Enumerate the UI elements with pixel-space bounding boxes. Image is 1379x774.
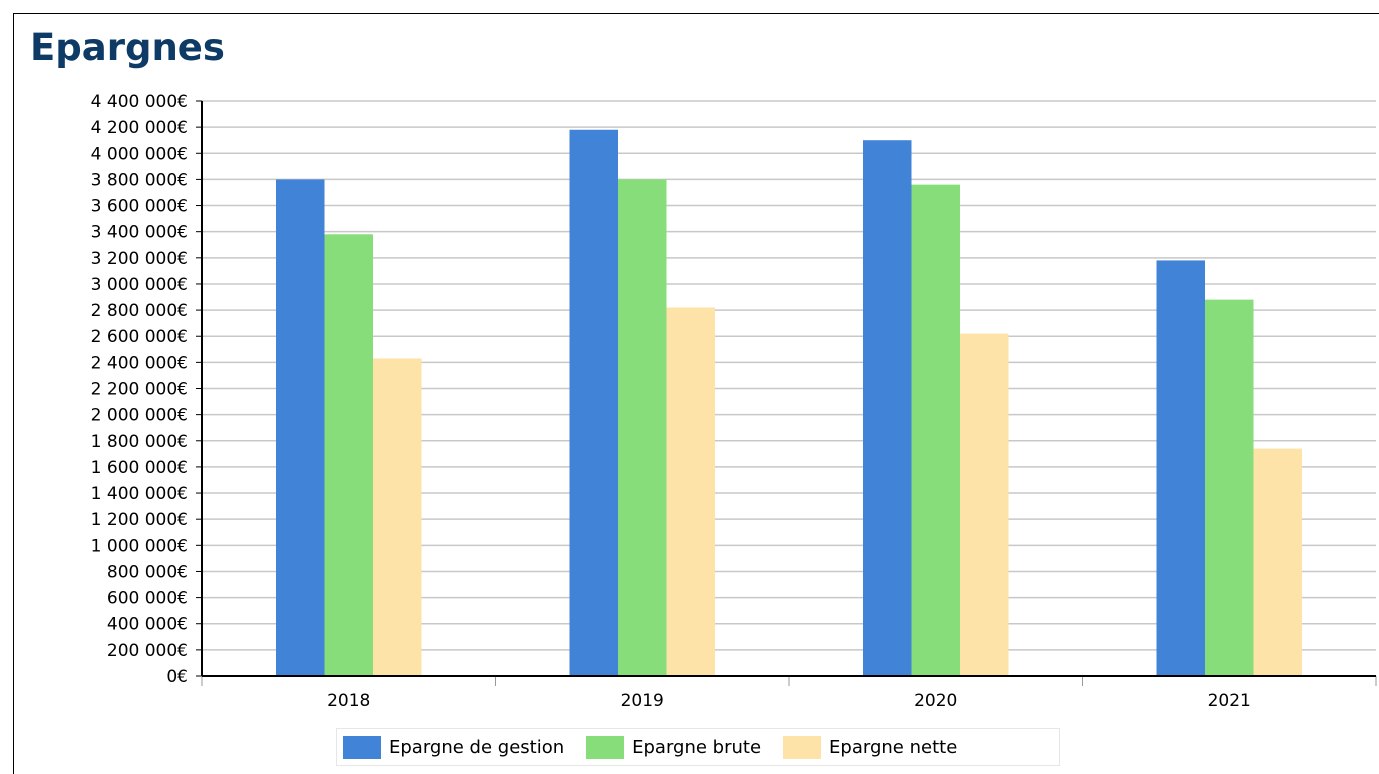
y-tick-label: 1 600 000€: [91, 458, 188, 478]
legend-swatch: [586, 735, 625, 759]
y-tick-label: 2 200 000€: [91, 380, 188, 400]
y-tick-label: 4 400 000€: [91, 92, 188, 112]
axes: [196, 100, 1377, 686]
chart-title: Epargnes: [30, 26, 225, 69]
legend-swatch: [783, 735, 822, 759]
legend-item-epargne-nette[interactable]: Epargne nette: [783, 735, 958, 759]
bar-2019-3[interactable]: [666, 307, 716, 676]
y-tick-label: 1 400 000€: [91, 484, 188, 504]
legend-label: Epargne de gestion: [389, 736, 565, 758]
y-tick-label: 1 800 000€: [91, 432, 188, 452]
legend-swatch: [343, 735, 381, 759]
y-tick-labels: 0€ 200 000€ 400 000€ 600 000€ 800 000€ 1 000 …: [91, 92, 188, 687]
y-tick-label: 2 800 000€: [91, 301, 188, 321]
y-tick-label: 4 000 000€: [91, 144, 188, 164]
bar-2019-1[interactable]: [569, 129, 619, 676]
x-tick-label: 2019: [621, 691, 664, 711]
bar-2020-3[interactable]: [960, 333, 1009, 676]
bar-2018-3[interactable]: [373, 358, 422, 676]
bar-2021-1[interactable]: [1156, 260, 1206, 676]
y-tick-label: 2 000 000€: [91, 406, 188, 426]
y-tick-label: 1 000 000€: [91, 536, 188, 556]
chart-frame: [13, 13, 1379, 774]
bar-2020-2[interactable]: [911, 184, 961, 677]
y-tick-label: 3 800 000€: [91, 170, 188, 190]
y-tick-label: 3 200 000€: [91, 249, 188, 269]
x-tick-label: 2021: [1208, 691, 1251, 711]
legend-label: Epargne brute: [632, 736, 762, 758]
bar-2021-3[interactable]: [1253, 448, 1303, 676]
bar-2018-1[interactable]: [276, 179, 325, 676]
y-tick-label: 3 400 000€: [91, 223, 188, 243]
legend: Epargne de gestion Epargne brute Epargne…: [336, 728, 1060, 766]
x-tick-labels: 2018 2019 2020 2021: [327, 691, 1251, 711]
y-tick-label: 3 000 000€: [91, 275, 188, 295]
x-tick-label: 2020: [914, 691, 957, 711]
y-tick-label: 2 400 000€: [91, 353, 188, 373]
bar-2018-2[interactable]: [324, 234, 374, 676]
bar-2020-1[interactable]: [863, 140, 912, 677]
y-tick-label: 4 200 000€: [91, 118, 188, 138]
legend-item-epargne-brute[interactable]: Epargne brute: [586, 735, 762, 759]
legend-label: Epargne nette: [829, 736, 958, 758]
y-tick-label: 200 000€: [107, 641, 188, 661]
legend-item-epargne-de-gestion[interactable]: Epargne de gestion: [343, 735, 565, 759]
y-tick-label: 600 000€: [107, 589, 188, 609]
y-tick-label: 0€: [166, 667, 188, 687]
bar-2021-2[interactable]: [1205, 299, 1254, 676]
x-tick-label: 2018: [327, 691, 370, 711]
y-tick-label: 800 000€: [107, 562, 188, 582]
y-tick-label: 3 600 000€: [91, 197, 188, 217]
y-tick-label: 2 600 000€: [91, 327, 188, 347]
bars: [276, 129, 1303, 677]
bar-2019-2[interactable]: [618, 179, 667, 676]
y-tick-label: 1 200 000€: [91, 510, 188, 530]
y-tick-label: 400 000€: [107, 615, 188, 635]
